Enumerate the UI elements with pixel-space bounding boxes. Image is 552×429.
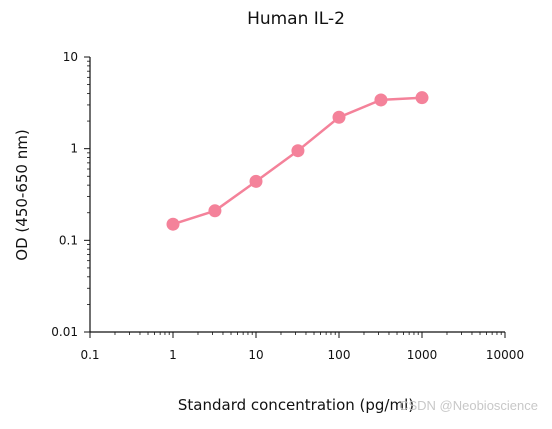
series-line — [172, 96, 423, 226]
data-point — [415, 91, 429, 105]
data-point — [166, 217, 180, 231]
x-tick-label: 1000 — [407, 348, 438, 362]
y-tick-label: 1 — [70, 142, 78, 156]
watermark: CSDN @Neobioscience — [399, 398, 538, 413]
data-point — [208, 204, 222, 218]
x-tick-label: 100 — [328, 348, 351, 362]
y-tick-label: 0.01 — [51, 325, 78, 339]
y-tick-label: 0.1 — [59, 233, 78, 247]
data-point — [374, 93, 388, 107]
x-tick-label: 1 — [169, 348, 177, 362]
series-layer — [166, 91, 429, 231]
y-axis-label: OD (450-650 nm) — [13, 129, 31, 260]
x-axis-label: Standard concentration (pg/ml) — [178, 396, 414, 414]
y-tick-label: 10 — [63, 50, 78, 64]
chart-title: Human IL-2 — [247, 9, 345, 29]
x-tick-label: 0.1 — [80, 348, 99, 362]
x-tick-label: 10000 — [486, 348, 524, 362]
x-tick-label: 10 — [248, 348, 263, 362]
data-point — [249, 174, 263, 188]
data-point — [332, 110, 346, 124]
data-point — [291, 144, 305, 158]
